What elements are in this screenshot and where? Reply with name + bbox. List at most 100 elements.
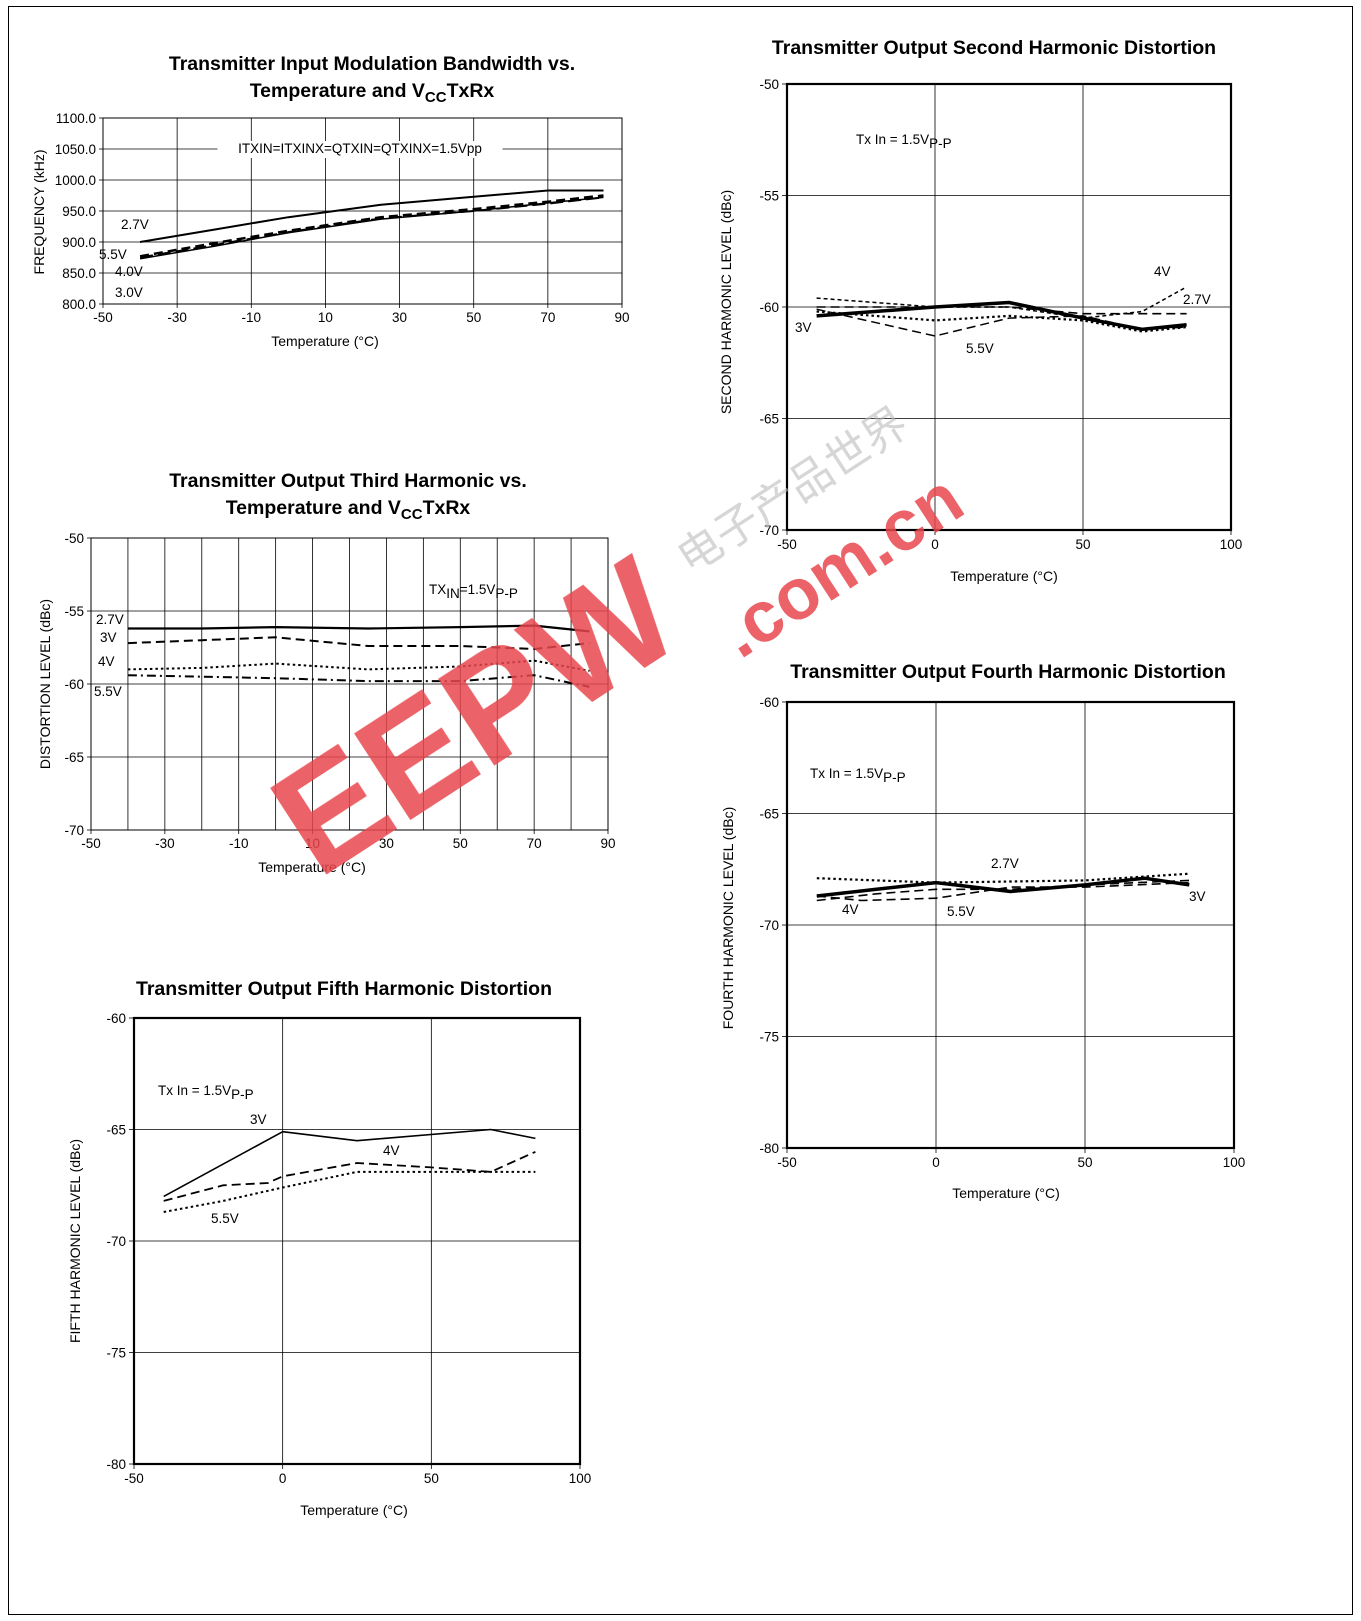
series-label: 2.7V: [1183, 292, 1211, 307]
series-line-3p0V: [139, 196, 604, 260]
x-tick-label: 70: [540, 310, 555, 325]
chart-title-line2: Temperature and VCCTxRx: [250, 80, 495, 106]
tick-labels: -50 -30 -10 10 30 50 70 90 800.0 850.0 900.0 950.0 1…: [55, 111, 630, 325]
tick-labels: -50 0 50 100 -70 -65 -60 -55 -50: [759, 77, 1242, 552]
series-label: 3V: [795, 320, 812, 335]
series-label: 5.5V: [211, 1211, 239, 1226]
x-tick-label: 50: [453, 836, 468, 851]
y-tick-label: 900.0: [62, 235, 96, 250]
y-tick-label: -60: [759, 695, 779, 710]
x-tick-label: -10: [242, 310, 262, 325]
y-tick-label: 1000.0: [55, 173, 96, 188]
y-tick-label: 800.0: [62, 297, 96, 312]
x-tick-label: -30: [155, 836, 175, 851]
x-axis-label: Temperature (°C): [300, 1502, 408, 1518]
x-tick-label: 0: [932, 1155, 940, 1170]
y-tick-label: -75: [759, 1030, 779, 1045]
chart-third-harmonic: Transmitter Output Third Harmonic vs. Tem…: [37, 470, 616, 875]
y-axis-label: FIFTH HARMONIC LEVEL (dBc): [67, 1139, 83, 1343]
series-group: [816, 872, 1190, 902]
title-subscript: CC: [425, 89, 447, 106]
annotation-subscript: P-P: [495, 586, 518, 601]
x-tick-label: 30: [392, 310, 407, 325]
series-label: 3V: [250, 1112, 267, 1127]
series-line-2p7V: [816, 306, 1187, 315]
annotation-text-mid: =1.5V: [460, 582, 496, 597]
conditions-annotation: ITXIN=ITXINX=QTXIN=QTXINX=1.5Vpp: [238, 141, 482, 156]
annotation-subscript: IN: [446, 586, 460, 601]
series-label: 2.7V: [96, 612, 124, 627]
title-text-tail: TxRx: [447, 80, 495, 102]
x-tick-label: 90: [600, 836, 615, 851]
page-frame: [8, 6, 1353, 1615]
title-text-tail: TxRx: [423, 497, 471, 519]
chart-title: Transmitter Output Fifth Harmonic Distor…: [136, 978, 552, 1000]
grid: [134, 1018, 580, 1464]
x-tick-label: 50: [466, 310, 481, 325]
x-tick-label: -50: [93, 310, 113, 325]
y-tick-label: -70: [64, 823, 84, 838]
x-tick-label: 0: [931, 537, 939, 552]
y-tick-label: -80: [759, 1141, 779, 1156]
series-label: 4V: [383, 1143, 400, 1158]
tick-labels: -50 0 50 100 -80 -75 -70 -65 -60: [106, 1011, 591, 1486]
series-label: 4.0V: [115, 264, 143, 279]
title-text: Temperature and V: [250, 80, 425, 102]
y-tick-label: -80: [106, 1457, 126, 1472]
x-tick-label: -50: [81, 836, 101, 851]
x-tick-label: 100: [1223, 1155, 1246, 1170]
x-tick-label: 30: [379, 836, 394, 851]
y-tick-label: -55: [759, 189, 779, 204]
y-axis-label: DISTORTION LEVEL (dBc): [37, 599, 53, 769]
series-label: 4V: [98, 654, 115, 669]
x-tick-label: -30: [167, 310, 187, 325]
series-line-5p5V: [163, 1170, 536, 1213]
grid: [787, 702, 1234, 1148]
annotation-text: Tx In = 1.5V: [856, 132, 929, 147]
y-tick-label: -75: [106, 1346, 126, 1361]
annotation-subscript: P-P: [929, 136, 952, 151]
chart-title: Transmitter Input Modulation Bandwidth v…: [169, 53, 575, 75]
y-axis-label: FREQUENCY (kHz): [31, 150, 47, 275]
y-tick-label: -60: [106, 1011, 126, 1026]
y-tick-label: -50: [759, 77, 779, 92]
chart-fifth-harmonic: Transmitter Output Fifth Harmonic Distor…: [67, 978, 591, 1518]
y-tick-label: -70: [106, 1234, 126, 1249]
y-tick-label: -60: [64, 677, 84, 692]
y-tick-label: 1050.0: [55, 142, 96, 157]
series-line-2p7V: [139, 189, 604, 243]
series-line-4V: [127, 659, 590, 672]
x-tick-label: 100: [1220, 537, 1243, 552]
y-tick-label: -70: [759, 918, 779, 933]
series-line-5p5V: [139, 194, 604, 258]
y-tick-label: -65: [64, 750, 84, 765]
annotation-background: [217, 141, 503, 158]
series-label: 2.7V: [121, 217, 149, 232]
annotation-text: Tx In = 1.5V: [158, 1083, 231, 1098]
y-tick-label: -65: [759, 807, 779, 822]
x-tick-label: 0: [279, 1471, 287, 1486]
series-label: 5.5V: [94, 684, 122, 699]
series-group: [127, 624, 590, 688]
y-axis-label: SECOND HARMONIC LEVEL (dBc): [718, 190, 734, 414]
tick-labels: -50 -30 -10 10 30 50 70 90 -70 -65 -60 -55 -50: [64, 531, 615, 851]
chart-fourth-harmonic: Transmitter Output Fourth Harmonic Disto…: [720, 661, 1245, 1201]
y-axis-label: FOURTH HARMONIC LEVEL (dBc): [720, 807, 736, 1029]
series-label: 5.5V: [966, 341, 994, 356]
x-tick-label: 100: [569, 1471, 592, 1486]
chart-title: Transmitter Output Fourth Harmonic Disto…: [790, 661, 1226, 683]
tick-labels: -50 0 50 100 -80 -75 -70 -65 -60: [759, 695, 1245, 1170]
y-tick-label: -55: [64, 604, 84, 619]
x-tick-label: 50: [424, 1471, 439, 1486]
series-group: [139, 189, 604, 260]
x-axis-label: Temperature (°C): [271, 333, 379, 349]
grid: [91, 538, 608, 830]
y-tick-label: -65: [759, 412, 779, 427]
x-tick-label: 10: [318, 310, 333, 325]
series-label: 5.5V: [947, 904, 975, 919]
x-tick-label: 50: [1075, 537, 1090, 552]
y-tick-label: -50: [64, 531, 84, 546]
y-tick-label: -70: [759, 523, 779, 538]
y-tick-label: 1100.0: [56, 111, 96, 126]
chart-second-harmonic: Transmitter Output Second Harmonic Disto…: [718, 37, 1242, 584]
